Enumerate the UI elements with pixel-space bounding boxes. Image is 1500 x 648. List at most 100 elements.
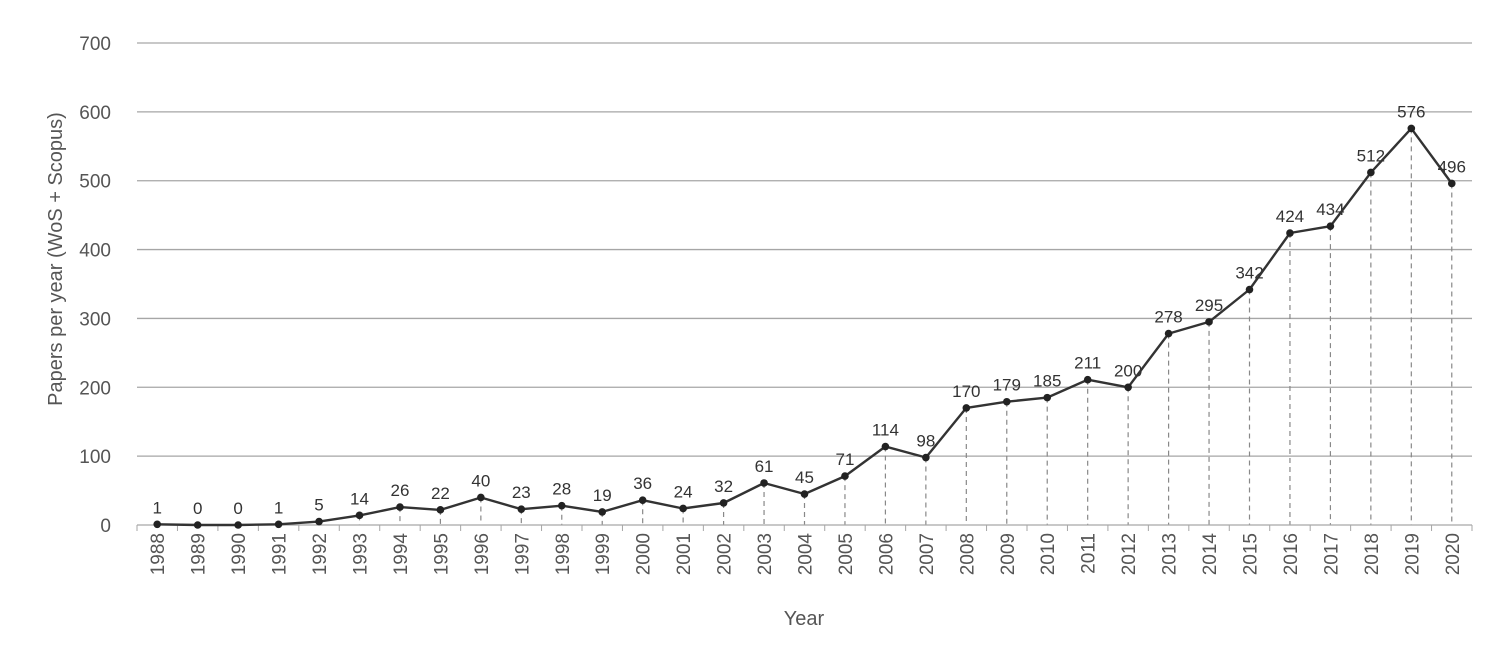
data-point [517,505,526,513]
data-point [1083,375,1092,384]
axes [136,524,1473,531]
data-point [841,472,849,480]
data-label: 200 [1114,361,1142,380]
data-point [1367,168,1375,177]
x-tick-label: 2018 [1362,533,1383,575]
data-point [1043,393,1052,402]
data-point [1447,179,1456,188]
x-tick-label: 1994 [391,533,412,576]
data-point [1124,383,1132,392]
y-tick-labels: 0 100 200 300 400 500 600 700 [79,34,111,537]
x-tick-label: 1991 [270,533,291,575]
x-tick-label: 1988 [148,533,169,575]
data-label: 98 [916,432,935,451]
data-point [193,521,202,529]
data-label: 5 [314,496,323,515]
x-tick-label: 2020 [1443,533,1464,575]
x-tick-label: 2009 [998,533,1019,575]
x-tick-label: 2010 [1038,533,1059,575]
x-axis-title: Year [784,608,825,630]
data-label: 342 [1235,264,1263,283]
x-tick-label: 2000 [634,533,655,575]
y-tick-label: 400 [79,241,111,262]
data-point [153,520,162,529]
data-label: 32 [714,477,733,496]
data-point [800,490,809,498]
data-label: 45 [795,468,814,487]
data-point [962,404,971,412]
x-tick-label: 1999 [593,533,614,575]
data-point [760,479,768,487]
data-label: 278 [1154,308,1182,327]
y-tick-label: 700 [79,34,111,55]
drop-lines [156,128,1453,525]
data-label: 179 [993,376,1021,395]
data-point [396,503,404,511]
data-label: 61 [755,457,774,476]
x-tick-label: 1998 [553,533,574,575]
data-label: 211 [1074,354,1101,373]
x-tick-label: 2011 [1079,533,1100,574]
data-point [1286,229,1294,237]
data-point [436,506,445,514]
x-tick-label: 2003 [755,533,776,575]
x-tick-label: 2017 [1321,533,1342,575]
data-label: 40 [471,471,490,490]
data-label: 1 [274,498,283,517]
y-tick-label: 0 [100,516,111,537]
x-tick-label: 1989 [189,533,210,575]
data-point [1205,318,1213,326]
data-label: 170 [952,382,980,401]
x-tick-label: 2014 [1200,533,1221,576]
data-point [1164,329,1173,338]
x-tick-label: 2007 [917,533,938,575]
x-tick-labels: 1988 1989 1990 1991 1992 1993 1994 1995 1996 1997… [148,533,1464,576]
x-tick-label: 2015 [1241,533,1262,575]
data-label: 424 [1276,207,1304,226]
y-tick-label: 200 [79,378,111,399]
y-axis-title: Papers per year (WoS + Scopus) [45,112,67,406]
data-label: 23 [512,483,531,502]
data-label: 19 [593,486,612,505]
data-point [234,521,242,529]
data-label: 512 [1357,146,1385,165]
data-label: 28 [552,480,571,499]
x-tick-label: 2002 [715,533,736,575]
y-tick-label: 300 [79,309,111,330]
data-label: 0 [233,499,242,518]
data-label: 0 [193,499,202,518]
x-tick-label: 1997 [512,533,533,575]
x-tick-label: 1993 [351,533,372,575]
x-tick-label: 2008 [957,533,978,575]
data-point [477,493,485,502]
data-label: 24 [674,482,693,501]
data-label: 295 [1195,296,1223,315]
x-tick-label: 1995 [431,533,452,575]
data-point [1407,124,1416,133]
data-labels: 1 0 0 1 5 14 26 22 40 23 28 19 36 24 32 61 45 71 114 98 170 1… [152,102,1465,518]
data-point [1326,222,1335,230]
data-label: 1 [152,498,161,517]
x-tick-label: 2006 [876,533,897,575]
data-points [153,124,1456,529]
y-tick-label: 600 [79,103,111,124]
data-point [355,511,364,520]
data-point [1002,397,1011,406]
y-tick-label: 100 [79,447,111,468]
data-point [679,504,687,513]
y-tick-label: 500 [79,172,111,193]
series-line [157,127,1453,527]
data-label: 14 [350,489,369,508]
x-tick-label: 1992 [310,533,331,575]
data-label: 576 [1397,102,1425,121]
data-point [719,499,728,507]
data-point [1245,285,1254,294]
data-point [922,453,930,462]
data-point [881,442,890,451]
data-label: 114 [872,421,899,440]
x-tick-label: 2016 [1281,533,1302,575]
data-point [638,496,647,505]
x-tick-label: 2004 [796,533,817,576]
data-label: 71 [835,450,854,469]
